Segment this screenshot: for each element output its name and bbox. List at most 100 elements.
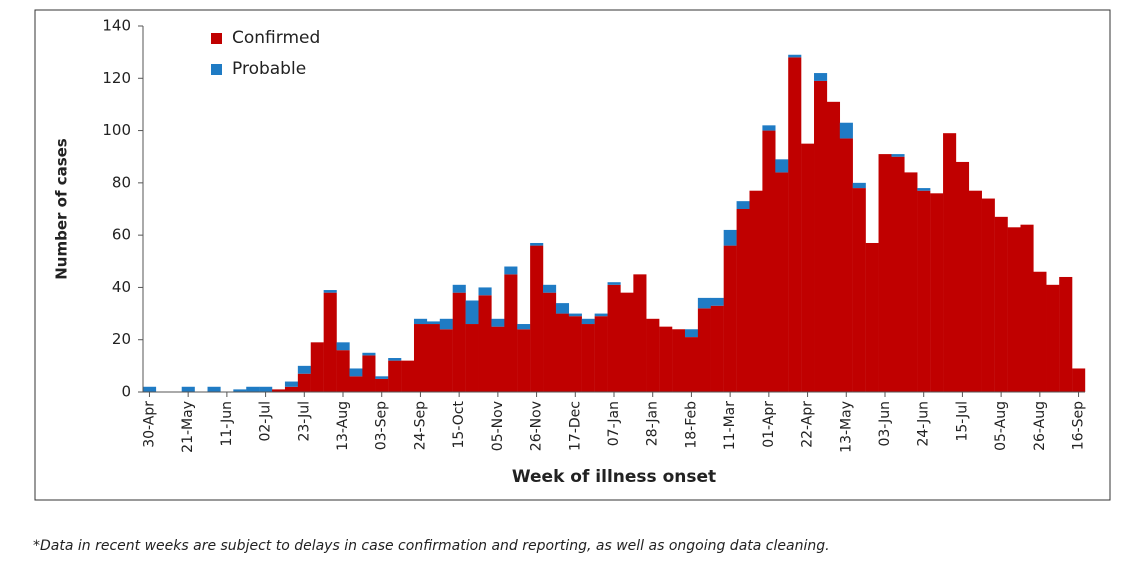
bar-segment bbox=[401, 360, 415, 392]
bar-segment bbox=[749, 190, 763, 392]
bar-segment bbox=[852, 188, 866, 392]
bar-segment bbox=[478, 287, 492, 296]
bar-segment bbox=[633, 274, 647, 392]
bar-segment bbox=[607, 282, 621, 285]
bar-segment bbox=[594, 316, 608, 392]
bar-segment bbox=[413, 318, 428, 325]
x-tick-label: 15-Jul bbox=[954, 401, 970, 442]
bar-segment bbox=[555, 303, 570, 314]
chart-frame bbox=[34, 9, 1111, 501]
x-tick-label: 11-Jun bbox=[219, 401, 235, 447]
bar-segment bbox=[788, 57, 802, 392]
bar-segment bbox=[284, 381, 299, 387]
bar-segment bbox=[388, 358, 402, 361]
bar-segment bbox=[297, 365, 311, 374]
bar-segment bbox=[917, 190, 931, 392]
bar-segment bbox=[710, 297, 724, 306]
bar-segment bbox=[994, 216, 1008, 392]
bar-segment bbox=[814, 80, 828, 393]
y-tick-label: 140 bbox=[102, 17, 131, 35]
bar-segment bbox=[530, 242, 544, 246]
bar-segment bbox=[439, 329, 453, 392]
bar-segment bbox=[904, 172, 918, 392]
bar-segment bbox=[452, 284, 466, 293]
bar-segment bbox=[491, 326, 505, 392]
bar-segment bbox=[839, 138, 853, 392]
bar-segment bbox=[581, 324, 595, 392]
x-tick-label: 24-Sep bbox=[412, 401, 428, 450]
bar-segment bbox=[775, 172, 789, 392]
x-tick-label: 28-Jan bbox=[645, 401, 661, 446]
bar-segment bbox=[620, 292, 634, 392]
bar-segment bbox=[259, 386, 273, 392]
bar-segment bbox=[413, 324, 428, 392]
x-tick-label: 05-Aug bbox=[993, 401, 1009, 451]
bar-segment bbox=[826, 101, 841, 393]
bar-segment bbox=[349, 376, 363, 392]
bar-segment bbox=[852, 182, 866, 189]
bar-segment bbox=[684, 337, 699, 392]
x-tick-label: 13-Aug bbox=[335, 401, 351, 451]
x-axis-label: Week of illness onset bbox=[512, 467, 716, 487]
bar-segment bbox=[697, 297, 711, 309]
bar-segment bbox=[891, 156, 905, 392]
bar-segment bbox=[349, 368, 363, 377]
bar-segment bbox=[839, 122, 853, 139]
bar-segment bbox=[659, 326, 673, 392]
x-tick-label: 07-Jan bbox=[606, 401, 622, 446]
bar-segment bbox=[555, 313, 570, 392]
bar-segment bbox=[788, 54, 802, 58]
y-tick-label: 60 bbox=[112, 226, 131, 244]
bar-segment bbox=[917, 188, 931, 191]
bar-segment bbox=[233, 389, 247, 392]
x-tick-label: 18-Feb bbox=[683, 401, 699, 449]
bar-segment bbox=[878, 154, 892, 392]
bar-segment bbox=[981, 198, 995, 392]
x-tick-label: 15-Oct bbox=[451, 400, 467, 448]
y-axis-label: Number of cases bbox=[53, 138, 71, 280]
x-tick-label: 02-Jul bbox=[258, 401, 274, 442]
bar-segment bbox=[801, 143, 815, 392]
x-tick-label: 05-Nov bbox=[490, 401, 506, 451]
bar-segment bbox=[775, 159, 789, 173]
legend-swatch bbox=[211, 33, 222, 44]
bar-segment bbox=[504, 266, 518, 275]
bar-segment bbox=[723, 229, 737, 246]
x-tick-label: 11-Mar bbox=[722, 401, 738, 451]
bar-segment bbox=[1033, 271, 1047, 392]
bar-segment bbox=[1059, 276, 1073, 392]
x-tick-label: 26-Aug bbox=[1032, 401, 1048, 451]
bar-segment bbox=[336, 342, 350, 351]
bar-segment bbox=[426, 324, 440, 392]
x-tick-label: 03-Sep bbox=[374, 401, 390, 450]
bar-segment bbox=[439, 318, 453, 330]
bar-segment bbox=[362, 355, 376, 392]
bar-segment bbox=[955, 161, 970, 392]
bar-segment bbox=[543, 292, 557, 392]
bar-segment bbox=[530, 245, 544, 392]
bar-segment bbox=[865, 242, 879, 392]
bar-segment bbox=[594, 313, 608, 317]
bar-segment bbox=[272, 389, 286, 392]
bar-segment bbox=[452, 292, 466, 392]
bar-segment bbox=[1046, 284, 1060, 392]
bar-segment bbox=[814, 73, 828, 81]
bar-segment bbox=[310, 342, 324, 392]
bar-segment bbox=[736, 201, 750, 209]
bar-segment bbox=[207, 386, 221, 392]
x-tick-label: 21-May bbox=[180, 401, 196, 453]
bar-segment bbox=[607, 284, 621, 392]
bar-segment bbox=[517, 329, 531, 392]
bar-segment bbox=[646, 318, 660, 392]
y-tick-label: 20 bbox=[112, 330, 131, 348]
x-tick-label: 17-Dec bbox=[567, 401, 583, 451]
bar-segment bbox=[465, 300, 479, 325]
bar-segment bbox=[968, 190, 982, 392]
bar-segment bbox=[723, 245, 737, 392]
bar-segment bbox=[581, 318, 595, 325]
bar-segment bbox=[491, 318, 505, 327]
y-tick-label: 80 bbox=[112, 173, 131, 191]
bar-segment bbox=[1007, 227, 1021, 392]
bar-segment bbox=[1072, 368, 1086, 392]
